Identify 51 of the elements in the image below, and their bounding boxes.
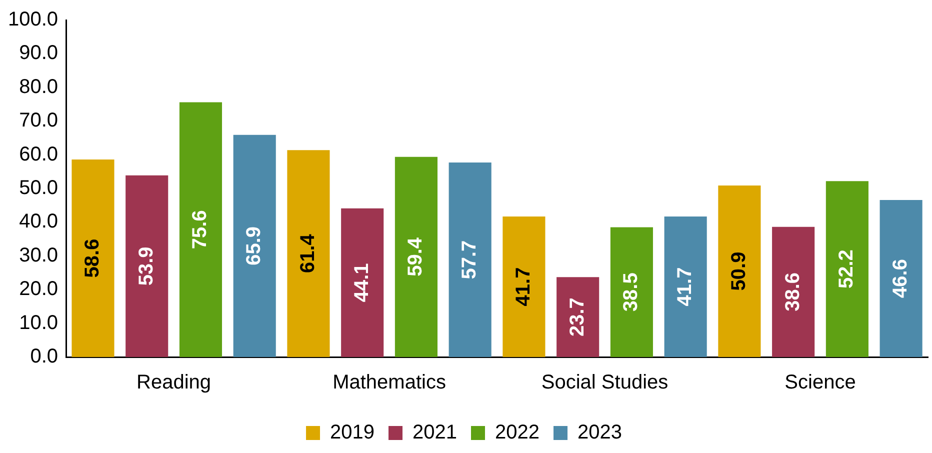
y-tick-label: 50.0	[19, 177, 58, 200]
data-label: 52.2	[836, 250, 858, 289]
data-label: 61.4	[296, 233, 319, 274]
y-tick-label: 20.0	[19, 278, 58, 300]
bar	[556, 277, 600, 357]
data-label: 38.5	[620, 272, 642, 312]
data-label: 46.6	[890, 259, 912, 298]
data-label: 38.6	[782, 272, 804, 312]
data-label: 44.1	[350, 263, 373, 302]
y-tick-label: 0.0	[30, 346, 58, 368]
bar	[72, 160, 114, 357]
data-label: 53.9	[135, 246, 158, 286]
bar	[772, 226, 815, 357]
bar	[610, 227, 653, 357]
data-label: 57.7	[458, 240, 481, 280]
y-tick-label: 10.0	[19, 312, 58, 334]
y-tick-label: 100.0	[8, 8, 58, 31]
legend-label: 2019	[330, 422, 375, 444]
data-label: 41.7	[512, 267, 534, 306]
bar	[880, 200, 922, 357]
legend-label: 2023	[577, 422, 622, 444]
data-label: 41.7	[674, 267, 696, 306]
y-tick-label: 70.0	[19, 110, 58, 132]
x-tick-label: Mathematics	[332, 372, 446, 394]
y-tick-label: 30.0	[19, 244, 58, 266]
x-tick-label: Science	[784, 372, 856, 394]
bar	[826, 181, 868, 357]
y-tick-label: 40.0	[19, 210, 58, 233]
y-tick-label: 80.0	[19, 76, 58, 98]
data-label: 23.7	[566, 298, 588, 337]
data-label: 65.9	[243, 226, 266, 266]
x-tick-label: Reading	[136, 372, 212, 394]
bar	[126, 175, 168, 357]
data-label: 59.4	[404, 236, 427, 276]
data-label: 58.6	[82, 238, 104, 278]
data-label: 50.9	[728, 252, 750, 291]
bar	[448, 162, 492, 357]
x-tick-label: Social Studies	[541, 372, 668, 394]
bar	[233, 134, 276, 357]
bar	[718, 185, 761, 357]
bar	[287, 150, 330, 357]
y-tick-label: 60.0	[19, 143, 58, 166]
bar	[341, 208, 384, 357]
data-label: 75.6	[189, 210, 212, 250]
bar	[179, 102, 222, 357]
y-tick-label: 90.0	[19, 42, 58, 64]
bar	[664, 216, 707, 357]
legend-label: 2022	[495, 422, 540, 444]
bar	[502, 216, 546, 357]
legend-label: 2021	[412, 422, 458, 444]
bar	[394, 156, 438, 357]
